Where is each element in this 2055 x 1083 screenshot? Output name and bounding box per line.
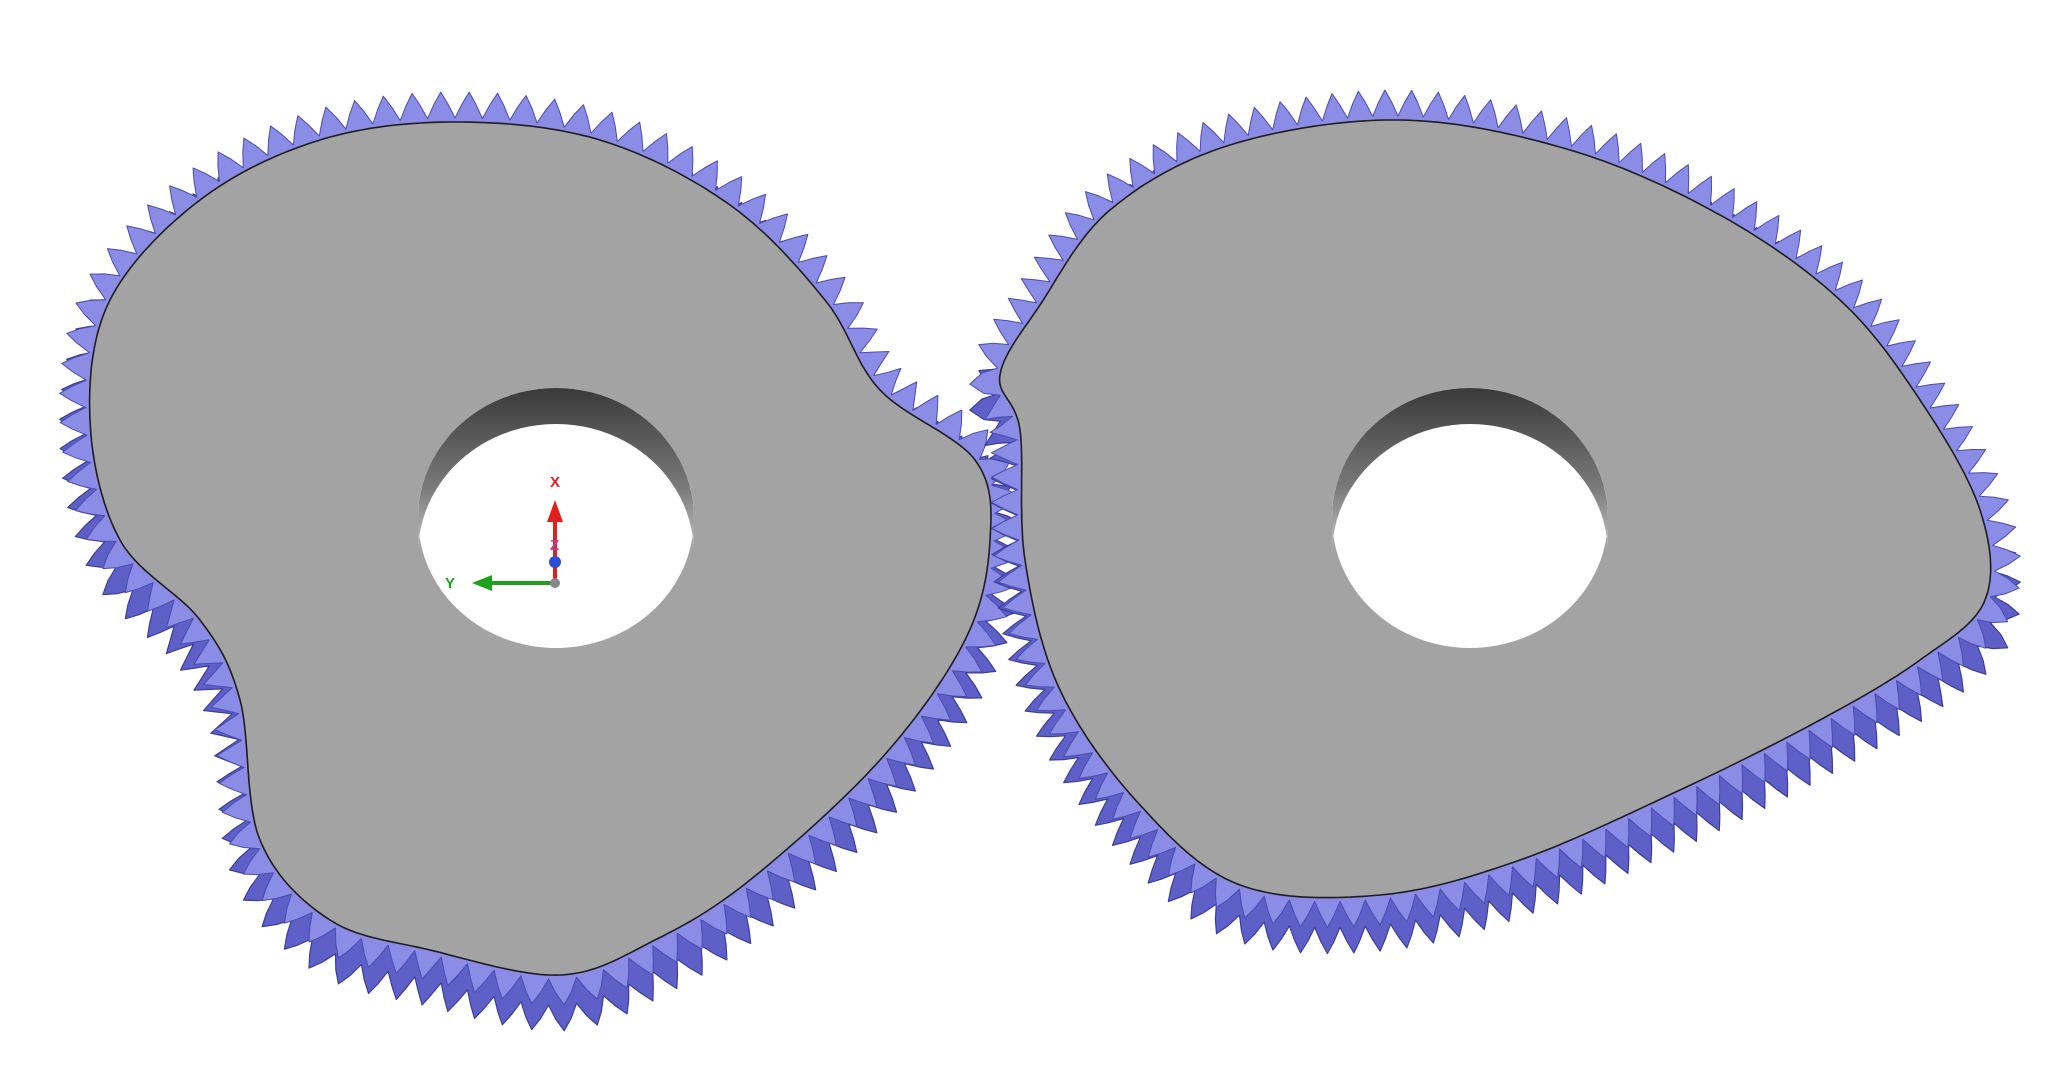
right-gear-bore — [1332, 388, 1608, 648]
z-axis-label: Z — [550, 537, 559, 554]
z-axis-dot-icon — [549, 556, 561, 568]
y-axis-arrow-icon — [472, 575, 492, 591]
y-axis-label: Y — [445, 575, 455, 592]
triad-origin-icon — [550, 578, 560, 588]
right-noncircular-gear[interactable] — [969, 89, 2021, 955]
left-noncircular-gear[interactable] — [59, 91, 1022, 1032]
x-axis-label: X — [550, 474, 560, 491]
x-axis-arrow-icon — [547, 500, 563, 522]
coordinate-triad: X Y Z — [445, 474, 563, 592]
